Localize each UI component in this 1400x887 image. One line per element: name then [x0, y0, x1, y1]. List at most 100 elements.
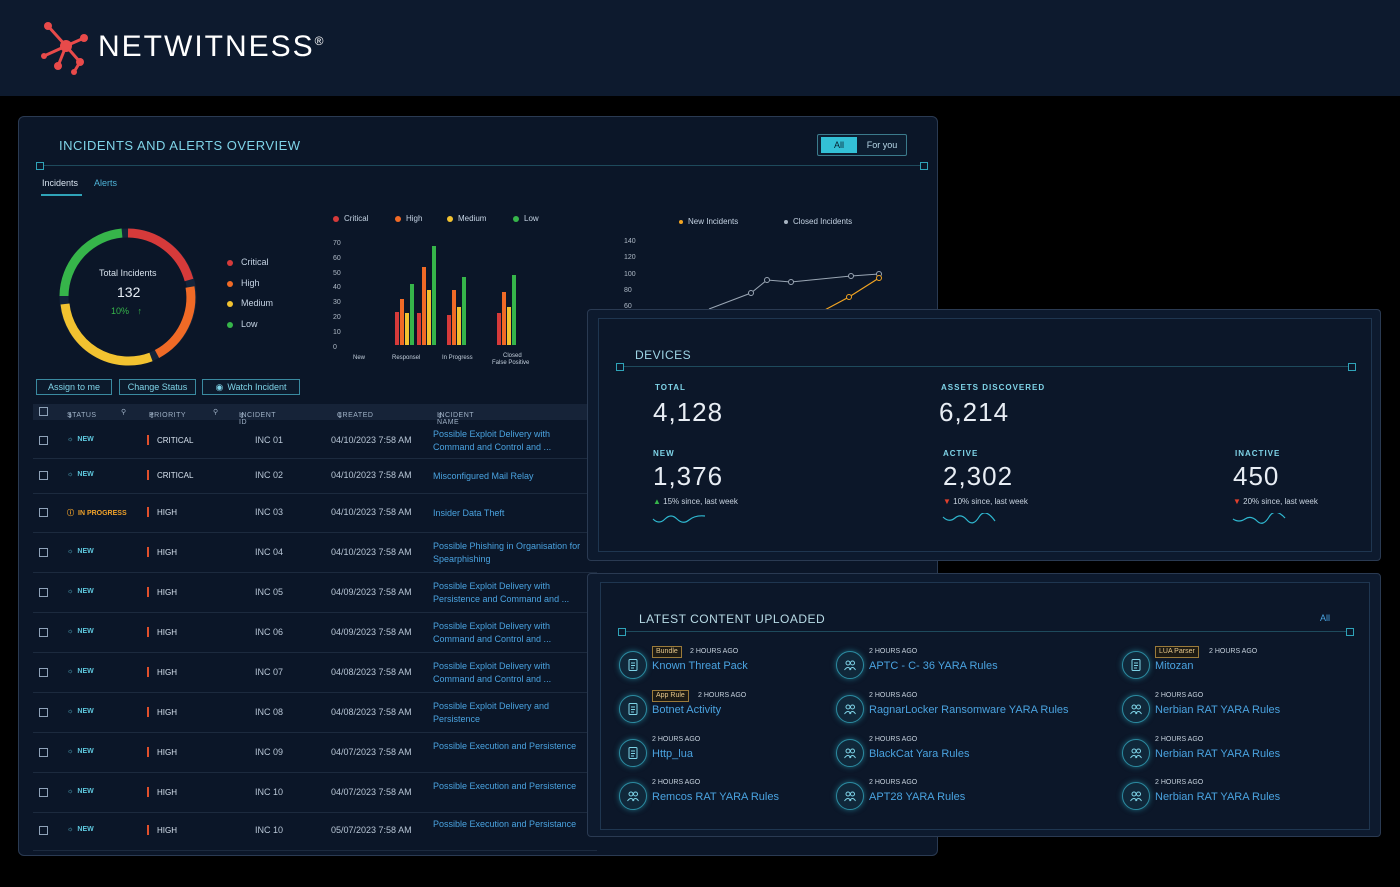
change-status-button[interactable]: Change Status [119, 379, 196, 395]
table-row[interactable]: ☼ NEW HIGH INC 06 04/09/2023 7:58 AM Possible… [33, 613, 597, 653]
content-name-link[interactable]: RagnarLocker Ransomware YARA Rules [869, 704, 1069, 716]
assign-to-me-button[interactable]: Assign to me [36, 379, 112, 395]
table-row[interactable]: ☼ NEW HIGH INC 05 04/09/2023 7:58 AM Possible… [33, 573, 597, 613]
table-row[interactable]: ⓘ IN PROGRESS HIGH INC 03 04/10/2023 7:58 AM… [33, 494, 597, 533]
incidents-line-chart [708, 271, 882, 313]
table-row[interactable]: ☼ NEW HIGH INC 10 05/07/2023 7:58 AM Possible… [33, 812, 597, 851]
incident-name-link[interactable]: Possible Phishing in Organisation for Sp… [433, 541, 581, 564]
donut-legend-critical: Critical [227, 257, 269, 267]
table-row[interactable]: ☼ NEW HIGH INC 04 04/10/2023 7:58 AM Possible… [33, 533, 597, 573]
incident-name-link[interactable]: Possible Exploit Delivery with Persisten… [433, 581, 570, 604]
bar [452, 290, 456, 345]
users-icon [836, 782, 864, 810]
incident-id: INC 02 [255, 470, 284, 480]
priority-bar [147, 587, 149, 597]
closed-point [788, 279, 794, 285]
created-date: 04/09/2023 7:58 AM [331, 627, 412, 637]
bar [395, 312, 399, 345]
priority-bar [147, 507, 149, 517]
incident-name-link[interactable]: Possible Exploit Delivery with Command a… [433, 621, 552, 644]
incident-name-link[interactable]: Possible Execution and Persistance [433, 819, 577, 829]
in-progress-icon: ⓘ [67, 510, 74, 517]
incident-name-link[interactable]: Possible Exploit Delivery and Persistenc… [433, 701, 550, 724]
row-checkbox[interactable] [39, 436, 48, 445]
table-row[interactable]: ☼ NEW HIGH INC 10 04/07/2023 7:58 AM Possible… [33, 773, 597, 813]
content-name-link[interactable]: Http_lua [652, 748, 693, 760]
row-checkbox[interactable] [39, 668, 48, 677]
incident-id: INC 10 [255, 825, 284, 835]
content-name-link[interactable]: Nerbian RAT YARA Rules [1155, 704, 1281, 716]
bar [457, 307, 461, 345]
bar-y-tick: 70 [333, 240, 341, 247]
row-checkbox[interactable] [39, 508, 48, 517]
table-row[interactable]: ☼ NEW HIGH INC 09 04/07/2023 7:58 AM Possible… [33, 733, 597, 773]
row-checkbox[interactable] [39, 628, 48, 637]
new-status-icon: ☼ [67, 708, 74, 715]
table-row[interactable]: ☼ NEW HIGH INC 08 04/08/2023 7:58 AM Possible… [33, 693, 597, 733]
incident-name-link[interactable]: Insider Data Theft [433, 508, 505, 518]
priority-value: CRITICAL [157, 471, 194, 480]
bar [497, 313, 501, 345]
incident-name-link[interactable]: Possible Exploit Delivery with Command a… [433, 429, 552, 452]
content-name-link[interactable]: Botnet Activity [652, 704, 722, 716]
table-row[interactable]: ☼ NEW CRITICAL INC 01 04/10/2023 7:58 AM Poss… [33, 424, 597, 459]
toggle-all[interactable]: All [821, 137, 857, 153]
incident-name-link[interactable]: Possible Execution and Persistence [433, 781, 577, 791]
search-icon[interactable]: ⚲ [121, 409, 127, 416]
total-label: TOTAL [655, 383, 686, 392]
created-date: 04/10/2023 7:58 AM [331, 435, 412, 445]
document-icon [619, 739, 647, 767]
donut-legend-high: High [227, 278, 260, 288]
content-name-link[interactable]: Known Threat Pack [652, 660, 748, 672]
content-tag: LUA Parser [1155, 646, 1199, 658]
row-checkbox[interactable] [39, 748, 48, 757]
content-time: 2 HOURS AGO [1155, 692, 1204, 699]
status-badge: ☼ NEW [67, 748, 94, 755]
incident-id: INC 06 [255, 627, 284, 637]
assets-label: ASSETS DISCOVERED [941, 383, 1046, 392]
content-name-link[interactable]: Nerbian RAT YARA Rules [1155, 748, 1281, 760]
status-badge: ☼ NEW [67, 826, 94, 833]
row-checkbox[interactable] [39, 826, 48, 835]
incident-id: INC 08 [255, 707, 284, 717]
incident-id: INC 10 [255, 787, 284, 797]
table-row[interactable]: ☼ NEW HIGH INC 07 04/08/2023 7:58 AM Possible… [33, 653, 597, 693]
sort-icon: ⇕ [67, 413, 74, 420]
line-y-axis: 140 120 100 80 60 [624, 234, 636, 315]
content-name-link[interactable]: APT28 YARA Rules [869, 791, 966, 803]
table-row[interactable]: ☼ NEW CRITICAL INC 02 04/10/2023 7:58 AM Misc… [33, 459, 597, 494]
content-all-link[interactable]: All [1320, 613, 1331, 623]
users-icon [619, 782, 647, 810]
row-checkbox[interactable] [39, 588, 48, 597]
bar-y-axis: 70 60 50 40 30 20 10 0 [333, 237, 341, 355]
content-name-link[interactable]: Nerbian RAT YARA Rules [1155, 791, 1281, 803]
users-icon [1122, 739, 1150, 767]
row-checkbox[interactable] [39, 548, 48, 557]
incident-name-link[interactable]: Possible Execution and Persistence [433, 741, 577, 751]
watch-incident-button[interactable]: ◉ Watch Incident [202, 379, 300, 395]
users-icon [1122, 782, 1150, 810]
created-date: 04/08/2023 7:58 AM [331, 667, 412, 677]
row-checkbox[interactable] [39, 471, 48, 480]
high-dot [227, 280, 233, 287]
content-name-link[interactable]: BlackCat Yara Rules [869, 748, 970, 760]
content-name-link[interactable]: APTC - C- 36 YARA Rules [869, 660, 998, 672]
content-name-link[interactable]: Mitozan [1155, 660, 1194, 672]
bar-x-label-in-progress: In Progress [442, 355, 473, 361]
closed-point [848, 273, 854, 279]
search-icon[interactable]: ⚲ [213, 409, 219, 416]
corner-marker [616, 363, 624, 371]
content-name-link[interactable]: Remcos RAT YARA Rules [652, 791, 779, 803]
toggle-for-you[interactable]: For you [866, 140, 898, 150]
incident-name-link[interactable]: Misconfigured Mail Relay [433, 471, 534, 481]
tab-alerts[interactable]: Alerts [94, 178, 118, 188]
new-sparkline [652, 515, 706, 523]
row-checkbox[interactable] [39, 708, 48, 717]
priority-bar [147, 627, 149, 637]
row-checkbox[interactable] [39, 788, 48, 797]
select-all-checkbox[interactable] [39, 407, 48, 416]
tab-incidents[interactable]: Incidents [42, 178, 79, 188]
sort-icon: ⇕ [337, 413, 344, 420]
content-tag: App Rule [652, 690, 689, 702]
incident-name-link[interactable]: Possible Exploit Delivery with Command a… [433, 661, 552, 684]
